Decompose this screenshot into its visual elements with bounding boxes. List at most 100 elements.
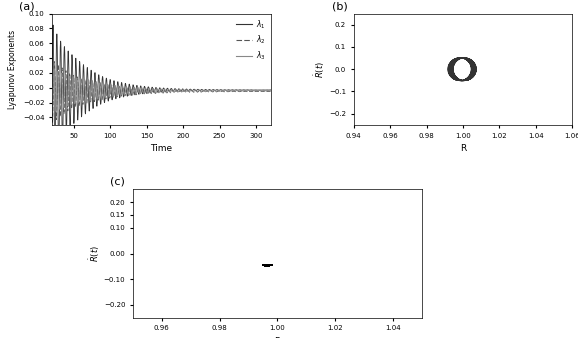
Point bbox=[262, 262, 271, 268]
Point bbox=[262, 262, 272, 268]
Point bbox=[263, 262, 272, 268]
Point bbox=[266, 263, 275, 268]
Point bbox=[262, 262, 271, 268]
Point bbox=[262, 262, 272, 268]
Point bbox=[259, 262, 268, 268]
Point bbox=[262, 262, 271, 268]
Point bbox=[265, 262, 274, 268]
Point bbox=[262, 262, 272, 268]
Point bbox=[262, 262, 272, 268]
Point bbox=[262, 262, 272, 268]
Point bbox=[263, 262, 272, 268]
Point bbox=[262, 263, 272, 268]
Point bbox=[264, 263, 273, 268]
Point bbox=[263, 262, 272, 268]
Point bbox=[266, 263, 276, 268]
Point bbox=[262, 262, 272, 268]
Point bbox=[262, 262, 272, 268]
Point bbox=[263, 262, 272, 268]
Point bbox=[262, 262, 272, 268]
Point bbox=[262, 262, 271, 267]
Point bbox=[262, 262, 272, 268]
Point bbox=[262, 262, 272, 268]
Point bbox=[263, 262, 272, 267]
Point bbox=[262, 262, 272, 268]
Point bbox=[264, 262, 273, 268]
Point bbox=[263, 262, 272, 268]
Point bbox=[262, 262, 271, 267]
Point bbox=[262, 262, 272, 268]
Point bbox=[262, 262, 272, 268]
Point bbox=[265, 263, 274, 268]
Point bbox=[262, 262, 272, 268]
Point bbox=[264, 262, 273, 268]
Point bbox=[263, 262, 272, 268]
Point bbox=[262, 263, 271, 268]
Point bbox=[264, 262, 273, 268]
Point bbox=[264, 263, 273, 268]
Point bbox=[262, 262, 272, 268]
Point bbox=[263, 262, 272, 268]
Point bbox=[262, 262, 271, 267]
Point bbox=[260, 263, 269, 268]
Point bbox=[263, 262, 272, 268]
Point bbox=[259, 263, 268, 268]
Point bbox=[263, 262, 272, 268]
Point bbox=[265, 263, 274, 268]
Point bbox=[263, 262, 272, 268]
Point bbox=[264, 263, 273, 268]
Point bbox=[260, 262, 269, 268]
Point bbox=[263, 262, 272, 268]
Point bbox=[263, 262, 272, 268]
Point bbox=[262, 262, 272, 268]
Point bbox=[262, 262, 272, 268]
Point bbox=[262, 263, 272, 268]
Point bbox=[262, 262, 272, 268]
Point bbox=[259, 262, 268, 268]
Point bbox=[262, 262, 272, 268]
Point bbox=[263, 262, 272, 268]
Point bbox=[261, 262, 270, 268]
Point bbox=[264, 262, 273, 268]
Point bbox=[262, 262, 272, 268]
Y-axis label: $\dot{R}(t)$: $\dot{R}(t)$ bbox=[313, 61, 328, 78]
Point bbox=[263, 262, 272, 268]
Point bbox=[260, 262, 269, 267]
Point bbox=[262, 263, 271, 268]
Point bbox=[263, 262, 272, 268]
Point bbox=[263, 262, 272, 268]
Point bbox=[262, 262, 272, 268]
Point bbox=[263, 262, 272, 268]
Point bbox=[263, 262, 272, 268]
Point bbox=[262, 262, 272, 268]
Point bbox=[262, 262, 272, 268]
Point bbox=[263, 262, 272, 268]
Point bbox=[263, 262, 272, 268]
Point bbox=[262, 262, 272, 268]
Point bbox=[263, 262, 272, 268]
Point bbox=[263, 262, 272, 268]
Point bbox=[262, 262, 272, 268]
Point bbox=[262, 262, 272, 268]
Point bbox=[263, 262, 272, 268]
Point bbox=[263, 262, 272, 268]
Point bbox=[264, 262, 273, 267]
Point bbox=[262, 262, 272, 268]
Point bbox=[263, 262, 272, 268]
Point bbox=[263, 262, 272, 268]
Point bbox=[262, 262, 272, 268]
Point bbox=[265, 262, 275, 268]
Point bbox=[263, 262, 272, 268]
Point bbox=[262, 262, 272, 268]
Point bbox=[263, 262, 272, 268]
Point bbox=[262, 262, 272, 268]
Point bbox=[263, 262, 272, 268]
Point bbox=[262, 262, 272, 268]
Point bbox=[263, 262, 272, 268]
Point bbox=[266, 263, 275, 268]
Point bbox=[263, 262, 272, 268]
Point bbox=[262, 262, 272, 268]
Point bbox=[262, 262, 272, 268]
Point bbox=[262, 262, 272, 268]
Point bbox=[265, 262, 275, 268]
